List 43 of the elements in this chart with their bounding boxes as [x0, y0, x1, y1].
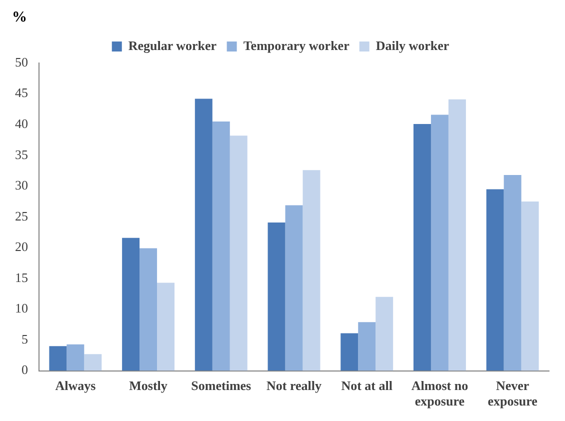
x-tick-label: Mostly [129, 378, 168, 393]
legend-label: Daily worker [376, 38, 450, 53]
bar [413, 124, 431, 371]
y-tick-label: 10 [15, 300, 28, 316]
bar [302, 170, 320, 371]
bar [157, 282, 175, 371]
y-tick-label: 35 [15, 146, 28, 162]
bar [230, 136, 248, 371]
bar [66, 344, 84, 371]
y-tick-label: 15 [15, 270, 28, 285]
x-tick-label: Almost no exposure [411, 378, 468, 409]
bar [212, 121, 230, 371]
bar [376, 296, 394, 371]
y-tick-label: 40 [15, 116, 28, 131]
bar [194, 98, 212, 371]
legend-label: Temporary worker [243, 38, 350, 53]
y-axis-title: % [12, 9, 27, 26]
y-tick-label: 25 [15, 208, 28, 224]
legend-label: Regular worker [128, 38, 217, 53]
bar [84, 354, 102, 371]
y-tick-label: 30 [15, 178, 28, 193]
bar [340, 333, 358, 371]
bar [285, 205, 303, 371]
bar [448, 99, 466, 371]
bar [486, 189, 504, 371]
bar [504, 175, 522, 371]
y-tick-label: 45 [15, 85, 28, 100]
y-tick-label: 20 [15, 239, 28, 254]
y-tick-label: 0 [22, 362, 28, 378]
x-tick-label: Not really [266, 378, 322, 393]
x-tick-label: Not at all [341, 378, 393, 393]
bar [122, 238, 140, 371]
x-tick-label: Sometimes [191, 378, 252, 393]
x-tick-label: Always [55, 378, 96, 393]
bar [358, 322, 376, 371]
x-tick-label: Never exposure [488, 378, 538, 409]
bar [521, 202, 539, 371]
bar [268, 222, 286, 371]
bar [140, 248, 158, 371]
bar [430, 114, 448, 371]
y-tick-label: 50 [15, 54, 28, 70]
y-tick-label: 5 [22, 331, 28, 346]
bar [49, 346, 67, 371]
